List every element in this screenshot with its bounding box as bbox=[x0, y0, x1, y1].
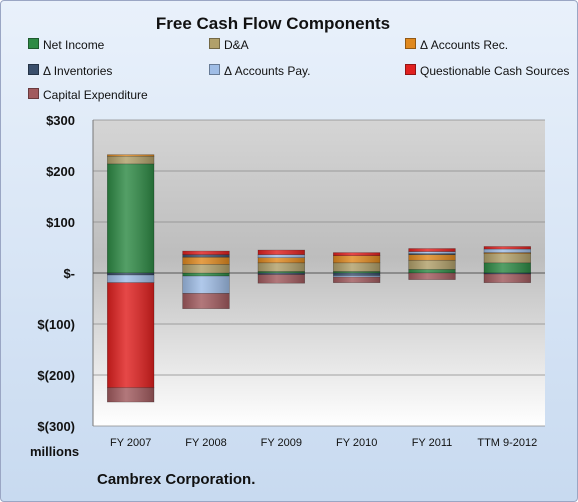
bar-segment-shade bbox=[257, 274, 305, 284]
y-tick-label: $(300) bbox=[37, 419, 75, 434]
bar-segment-shade bbox=[333, 277, 381, 283]
chart-title: Free Cash Flow Components bbox=[155, 14, 391, 33]
bar-segment-shade bbox=[257, 254, 305, 258]
legend-item: Questionable Cash Sources bbox=[405, 64, 569, 78]
bar-segment-shade bbox=[107, 154, 155, 157]
bar-segment-shade bbox=[257, 257, 305, 263]
company-name: Cambrex Corporation. bbox=[97, 471, 256, 488]
bar-segment-shade bbox=[182, 264, 230, 273]
legend-label: Questionable Cash Sources bbox=[420, 64, 570, 78]
legend-swatch bbox=[209, 38, 220, 49]
bar-segment-shade bbox=[182, 254, 230, 258]
legend-swatch bbox=[28, 64, 39, 75]
x-tick-label: FY 2010 bbox=[336, 437, 377, 449]
units-label: millions bbox=[30, 444, 79, 459]
legend-swatch bbox=[405, 64, 416, 75]
bar-segment-shade bbox=[483, 262, 531, 273]
y-tick-label: $(200) bbox=[37, 368, 75, 383]
bar-segment-shade bbox=[107, 156, 155, 164]
bar-segment-shade bbox=[483, 274, 531, 283]
bar-segment-shade bbox=[408, 254, 456, 261]
x-tick-label: TTM 9-2012 bbox=[477, 437, 537, 449]
bar-segment-shade bbox=[107, 275, 155, 283]
bar-segment-shade bbox=[182, 293, 230, 309]
legend-item: Net Income bbox=[28, 38, 104, 52]
legend-label: D&A bbox=[224, 38, 249, 52]
legend-label: Net Income bbox=[43, 38, 105, 52]
bar-segment-shade bbox=[483, 253, 531, 263]
bar-segment-shade bbox=[257, 250, 305, 255]
legend-swatch bbox=[28, 88, 39, 99]
bar-segment-shade bbox=[333, 271, 381, 273]
x-tick-label: FY 2008 bbox=[185, 437, 226, 449]
bar-segment-shade bbox=[107, 282, 155, 388]
bar-segment-shade bbox=[483, 249, 531, 253]
legend-item: Δ Accounts Rec. bbox=[405, 38, 508, 52]
y-tick-label: $(100) bbox=[37, 317, 75, 332]
legend-swatch bbox=[405, 38, 416, 49]
bar-segment-shade bbox=[483, 273, 531, 275]
bar-segment-shade bbox=[408, 253, 456, 255]
x-tick-label: FY 2007 bbox=[110, 437, 151, 449]
bar-segment-shade bbox=[333, 262, 381, 272]
bar-segment-shade bbox=[333, 273, 381, 276]
legend-label: Δ Inventories bbox=[43, 64, 113, 78]
legend-label: Δ Accounts Pay. bbox=[224, 64, 311, 78]
legend-label: Δ Accounts Rec. bbox=[420, 38, 509, 52]
legend-item: Δ Accounts Pay. bbox=[209, 64, 311, 78]
bar-segment-shade bbox=[257, 271, 305, 273]
y-tick-label: $100 bbox=[46, 215, 75, 230]
bar-segment-shade bbox=[408, 269, 456, 273]
y-tick-label: $200 bbox=[46, 164, 75, 179]
bar-segment-shade bbox=[408, 248, 456, 252]
x-tick-label: FY 2009 bbox=[261, 437, 302, 449]
bar-segment-shade bbox=[107, 273, 155, 276]
bar-segment-shade bbox=[107, 163, 155, 273]
legend-item: Δ Inventories bbox=[28, 64, 112, 78]
bar-segment-shade bbox=[257, 262, 305, 272]
bar-segment-shade bbox=[483, 246, 531, 250]
legend-swatch bbox=[28, 38, 39, 49]
y-tick-label: $- bbox=[63, 266, 75, 281]
x-tick-label: FY 2011 bbox=[412, 437, 453, 449]
legend-item: Capital Expenditure bbox=[28, 88, 148, 102]
bar-segment-shade bbox=[333, 252, 381, 256]
y-tick-label: $300 bbox=[46, 113, 75, 128]
bar-segment-shade bbox=[408, 251, 456, 254]
bar-segment-shade bbox=[408, 273, 456, 280]
bar-segment-shade bbox=[182, 257, 230, 265]
bar-segment-shade bbox=[107, 387, 155, 403]
bar-segment-shade bbox=[257, 273, 305, 275]
bar-segment-shade bbox=[408, 260, 456, 270]
bar-segment-shade bbox=[182, 251, 230, 255]
bar-segment-shade bbox=[182, 273, 230, 277]
bar-segment-shade bbox=[483, 252, 531, 254]
legend-label: Capital Expenditure bbox=[43, 88, 148, 102]
bar-segment-shade bbox=[333, 275, 381, 278]
legend-swatch bbox=[209, 64, 220, 75]
bar-segment-shade bbox=[333, 255, 381, 263]
legend-item: D&A bbox=[209, 38, 249, 52]
bar-segment-shade bbox=[182, 276, 230, 294]
